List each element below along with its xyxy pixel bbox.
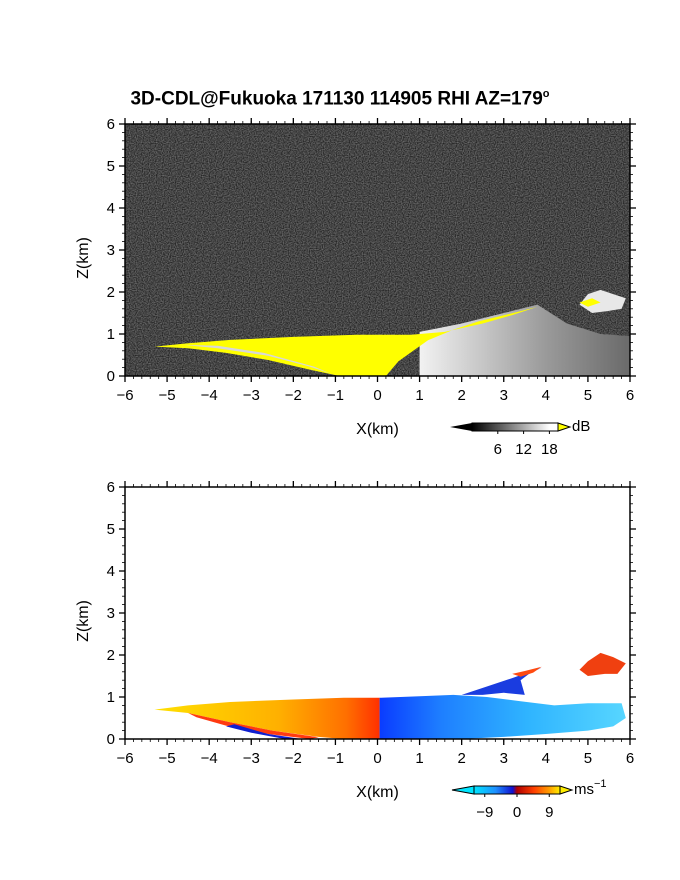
- velocity-lower-blue-band: [226, 724, 302, 739]
- bot-cb-tick-label: 0: [513, 804, 521, 821]
- velocity-colorbar-over: [559, 785, 574, 795]
- bot-xtick-label: −5: [159, 750, 176, 767]
- top-xtick-label: −4: [201, 387, 218, 404]
- top-xtick-label: 5: [584, 387, 592, 404]
- bot-ytick-label: 0: [107, 731, 115, 748]
- bot-xtick-label: 2: [457, 750, 465, 767]
- top-xtick-label: 0: [373, 387, 381, 404]
- top-ytick-label: 2: [107, 284, 115, 301]
- bot-ytick-label: 5: [107, 521, 115, 538]
- top-xtick-label: −1: [327, 387, 344, 404]
- reflectivity-x-label: X(km): [356, 421, 399, 438]
- velocity-background: [125, 487, 630, 739]
- top-xtick-label: −2: [285, 387, 302, 404]
- reflectivity-colorbar-ticks: 6 12 18: [494, 431, 558, 458]
- velocity-colorbar-bar: [473, 785, 561, 795]
- top-xtick-label: 1: [415, 387, 423, 404]
- bot-xtick-label: 6: [626, 750, 634, 767]
- velocity-colorbar-unit: ms−1: [574, 778, 607, 798]
- velocity-upper-patch: [579, 652, 626, 676]
- reflectivity-colorbar-bar: [471, 422, 559, 432]
- top-xtick-label: −6: [116, 387, 133, 404]
- bot-xtick-label: −6: [116, 750, 133, 767]
- bot-xtick-label: 3: [500, 750, 508, 767]
- velocity-colorbar: ms−1 −9 0 9: [451, 778, 607, 821]
- reflectivity-colorbar: dB 6 12 18: [450, 418, 590, 458]
- top-ytick-label: 5: [107, 158, 115, 175]
- reflectivity-upper-yellow: [579, 298, 601, 307]
- chart-title: 3D-CDL@Fukuoka 171130 114905 RHI AZ=179o: [130, 88, 550, 110]
- reflectivity-colorbar-over: [557, 422, 572, 432]
- bot-ytick-label: 1: [107, 689, 115, 706]
- bot-xtick-label: −1: [327, 750, 344, 767]
- velocity-panel: −6 −5 −4 −3 −2 −1 0 1 2 3 4 5 6 0 1 2 3 4 5 6 X(km) Z(km) m…: [75, 479, 636, 821]
- top-xtick-label: 3: [500, 387, 508, 404]
- top-xtick-label: −3: [243, 387, 260, 404]
- reflectivity-weak-echo: [419, 304, 630, 376]
- top-cb-tick-label: 12: [515, 441, 532, 458]
- top-ytick-label: 4: [107, 200, 115, 217]
- velocity-x-label: X(km): [356, 784, 399, 801]
- velocity-colorbar-ticks: −9 0 9: [476, 794, 553, 821]
- top-cb-tick-label: 6: [494, 441, 502, 458]
- bot-cb-tick-label: −9: [476, 804, 493, 821]
- bot-xtick-label: −4: [201, 750, 218, 767]
- bot-ytick-label: 3: [107, 605, 115, 622]
- bot-cb-tick-label: 9: [545, 804, 553, 821]
- velocity-upper-layer-red: [512, 666, 542, 677]
- velocity-y-label: Z(km): [75, 600, 92, 642]
- reflectivity-saturated-core: [154, 306, 538, 376]
- bot-xtick-label: 0: [373, 750, 381, 767]
- bot-xtick-label: 4: [542, 750, 550, 767]
- top-ytick-label: 3: [107, 242, 115, 259]
- bot-xtick-label: −2: [285, 750, 302, 767]
- top-ytick-label: 6: [107, 116, 115, 133]
- bot-ytick-label: 2: [107, 647, 115, 664]
- reflectivity-colorbar-under: [450, 423, 472, 431]
- velocity-approaching-echo: [154, 697, 380, 739]
- top-xtick-label: 4: [542, 387, 550, 404]
- bot-ytick-label: 6: [107, 479, 115, 496]
- bot-ytick-label: 4: [107, 563, 115, 580]
- top-xtick-label: −5: [159, 387, 176, 404]
- velocity-ticks: −6 −5 −4 −3 −2 −1 0 1 2 3 4 5 6 0 1 2 3 4 5 6: [107, 479, 636, 767]
- top-cb-tick-label: 18: [541, 441, 558, 458]
- top-ytick-label: 1: [107, 326, 115, 343]
- velocity-upper-layer: [461, 667, 542, 695]
- velocity-lower-red-band: [188, 713, 319, 739]
- top-xtick-label: 6: [626, 387, 634, 404]
- bot-xtick-label: −3: [243, 750, 260, 767]
- reflectivity-upper-patch: [579, 289, 626, 313]
- top-ytick-label: 0: [107, 368, 115, 385]
- bot-xtick-label: 1: [415, 750, 423, 767]
- reflectivity-colorbar-unit: dB: [572, 418, 590, 435]
- velocity-receding-echo: [379, 694, 626, 739]
- bot-xtick-label: 5: [584, 750, 592, 767]
- top-xtick-label: 2: [457, 387, 465, 404]
- velocity-colorbar-under: [451, 785, 475, 795]
- reflectivity-ticks: −6 −5 −4 −3 −2 −1 0 1 2 3 4 5 6 0 1 2 3 4 5 6: [107, 116, 636, 404]
- reflectivity-y-label: Z(km): [75, 237, 92, 279]
